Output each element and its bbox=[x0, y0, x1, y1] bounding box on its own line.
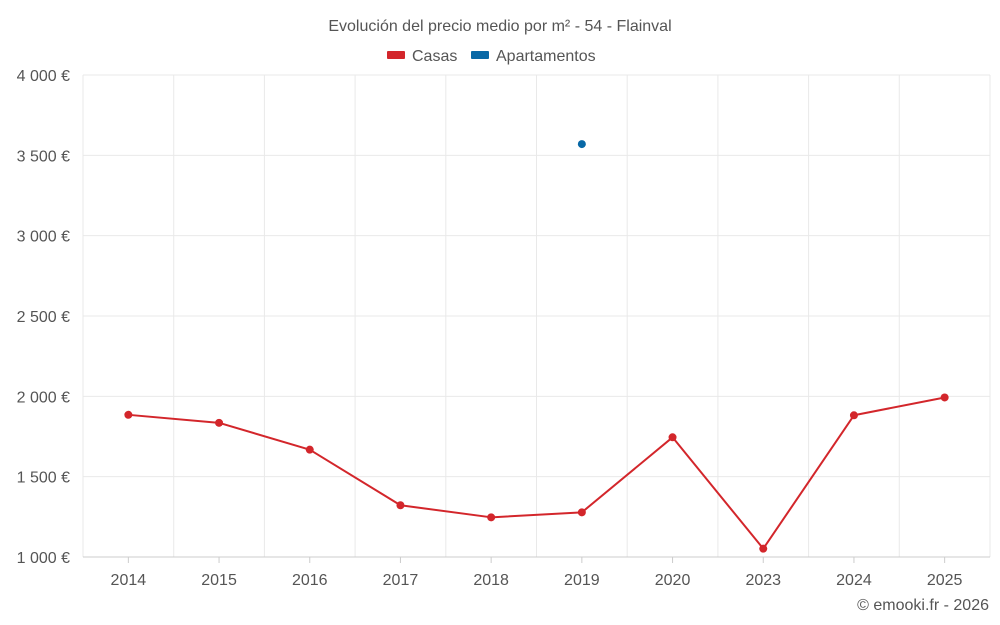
data-point-casas[interactable] bbox=[759, 544, 768, 553]
series-casas bbox=[124, 393, 949, 553]
x-tick-label: 2018 bbox=[473, 572, 509, 589]
y-tick-label: 4 000 € bbox=[17, 68, 70, 85]
legend-label-apartamentos: Apartamentos bbox=[496, 48, 596, 65]
y-tick-label: 3 500 € bbox=[17, 148, 70, 165]
grid bbox=[82, 74, 991, 557]
y-tick-label: 2 500 € bbox=[17, 309, 70, 326]
x-tick-label: 2025 bbox=[927, 572, 963, 589]
x-axis: 2014 2015 2016 2017 2018 2019 2020 2023 2024 2025 bbox=[83, 556, 990, 589]
data-point-casas[interactable] bbox=[940, 393, 949, 402]
legend-label-casas: Casas bbox=[412, 48, 457, 65]
data-point-apartamentos[interactable] bbox=[577, 140, 586, 149]
y-tick-label: 3 000 € bbox=[17, 229, 70, 246]
y-tick-label: 1 000 € bbox=[17, 550, 70, 567]
series-line-casas bbox=[128, 396, 945, 550]
y-axis: 1 000 € 1 500 € 2 000 € 2 500 € 3 000 € 3 500… bbox=[17, 68, 70, 567]
series bbox=[124, 140, 949, 553]
legend-swatch-casas bbox=[387, 51, 405, 59]
x-tick-label: 2023 bbox=[745, 572, 781, 589]
x-tick-label: 2024 bbox=[836, 572, 872, 589]
data-point-casas[interactable] bbox=[487, 513, 496, 522]
x-tick-label: 2019 bbox=[564, 572, 600, 589]
x-tick-label: 2014 bbox=[111, 572, 147, 589]
y-tick-label: 1 500 € bbox=[17, 470, 70, 487]
series-apartamentos bbox=[577, 140, 586, 149]
y-tick-label: 2 000 € bbox=[17, 389, 70, 406]
data-point-casas[interactable] bbox=[849, 411, 858, 420]
legend-item-casas[interactable]: Casas bbox=[387, 48, 457, 65]
legend-item-apartamentos[interactable]: Apartamentos bbox=[471, 48, 596, 65]
data-point-casas[interactable] bbox=[396, 501, 405, 510]
legend: Casas Apartamentos bbox=[387, 48, 596, 65]
data-point-casas[interactable] bbox=[305, 445, 314, 454]
legend-swatch-apartamentos bbox=[471, 51, 489, 59]
x-tick-label: 2015 bbox=[201, 572, 237, 589]
x-tick-label: 2016 bbox=[292, 572, 328, 589]
data-point-casas[interactable] bbox=[215, 418, 224, 427]
x-tick-label: 2020 bbox=[655, 572, 691, 589]
credit: © emooki.fr - 2026 bbox=[857, 597, 989, 614]
data-point-casas[interactable] bbox=[577, 508, 586, 517]
data-point-casas[interactable] bbox=[668, 433, 677, 442]
x-tick-label: 2017 bbox=[383, 572, 419, 589]
chart-title: Evolución del precio medio por m² - 54 -… bbox=[328, 18, 671, 35]
data-point-casas[interactable] bbox=[124, 410, 133, 419]
